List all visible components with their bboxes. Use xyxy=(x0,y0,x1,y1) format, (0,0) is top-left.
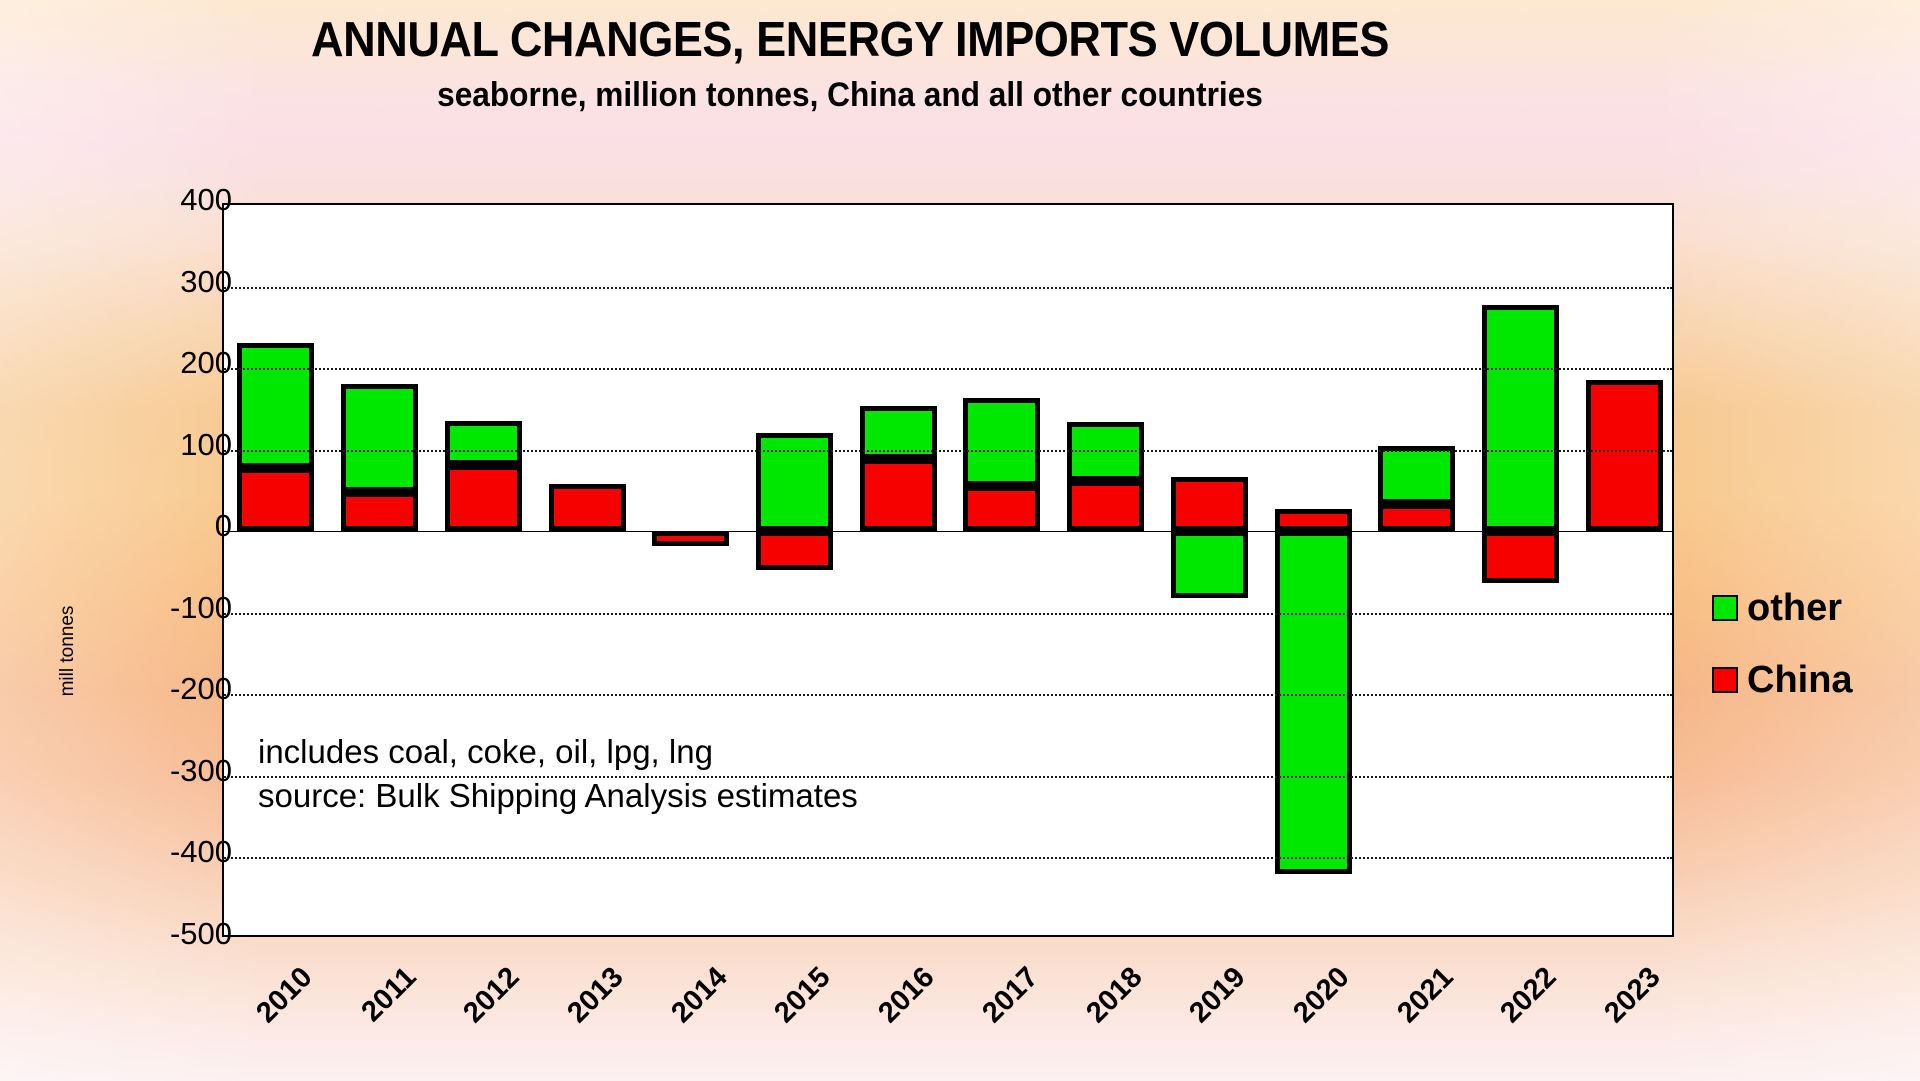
bar-segment-china[interactable] xyxy=(1274,509,1352,532)
x-tick-label: 2013 xyxy=(561,961,630,1030)
plot-area xyxy=(222,203,1674,937)
bar-group[interactable] xyxy=(444,205,522,935)
bar-segment-china[interactable] xyxy=(652,531,730,546)
bar-segment-other[interactable] xyxy=(444,421,522,466)
bar-segment-china[interactable] xyxy=(1378,504,1456,532)
bar-segment-other[interactable] xyxy=(963,398,1041,486)
x-tick-label: 2021 xyxy=(1391,961,1460,1030)
legend-item[interactable]: other xyxy=(1712,572,1853,644)
x-tick-label: 2015 xyxy=(768,961,838,1030)
y-tick-label: -100 xyxy=(169,589,232,625)
y-tick-label: 300 xyxy=(180,263,232,299)
bar-group[interactable] xyxy=(859,205,937,935)
gridline xyxy=(224,612,1672,615)
bar-segment-china[interactable] xyxy=(237,467,315,532)
bar-segment-other[interactable] xyxy=(1274,531,1352,874)
bar-segment-china[interactable] xyxy=(1481,531,1559,584)
bar-segment-other[interactable] xyxy=(1378,445,1456,505)
x-tick-label: 2016 xyxy=(872,961,941,1030)
legend-item-label: China xyxy=(1747,659,1853,701)
bar-segment-china[interactable] xyxy=(341,492,419,532)
annotation-line-1: includes coal, coke, oil, lpg, lng xyxy=(258,733,713,770)
y-axis-title: mill tonnes xyxy=(57,605,78,697)
bar-segment-china[interactable] xyxy=(444,465,522,532)
bar-segment-other[interactable] xyxy=(237,342,315,468)
bar-group[interactable] xyxy=(1481,205,1559,935)
bar-group[interactable] xyxy=(1170,205,1248,935)
legend-square-icon xyxy=(1712,595,1738,621)
y-tick-label: 100 xyxy=(180,426,232,462)
bar-segment-china[interactable] xyxy=(755,531,833,571)
y-tick-label: 400 xyxy=(180,182,232,217)
chart-legend: other China xyxy=(1712,572,1853,716)
bar-segment-other[interactable] xyxy=(341,383,419,493)
bar-group[interactable] xyxy=(341,205,419,935)
gridline xyxy=(224,857,1672,860)
bar-segment-china[interactable] xyxy=(963,485,1041,532)
x-tick-label: 2012 xyxy=(457,961,526,1030)
gridline xyxy=(224,368,1672,371)
bar-segment-other[interactable] xyxy=(1170,531,1248,599)
x-tick-label: 2014 xyxy=(665,961,734,1030)
x-tick-label: 2010 xyxy=(250,961,319,1030)
bar-segment-other[interactable] xyxy=(755,432,833,532)
bar-segment-china[interactable] xyxy=(1170,476,1248,532)
y-tick-label: -400 xyxy=(169,834,232,870)
bar-group[interactable] xyxy=(963,205,1041,935)
chart-subtitle: seaborne, million tonnes, China and all … xyxy=(437,76,1263,114)
bar-group[interactable] xyxy=(652,205,730,935)
x-tick-label: 2019 xyxy=(1183,961,1252,1030)
bar-segment-china[interactable] xyxy=(1067,480,1145,532)
bar-group[interactable] xyxy=(548,205,626,935)
bar-segment-other[interactable] xyxy=(1481,305,1559,532)
x-tick-label: 2022 xyxy=(1494,961,1564,1030)
gridline xyxy=(224,694,1672,697)
bar-group[interactable] xyxy=(1585,205,1663,935)
annotation-line-2: source: Bulk Shipping Analysis estimates xyxy=(258,776,858,814)
y-tick-label: -300 xyxy=(169,752,232,788)
chart-annotation: includes coal, coke, oil, lpg, lng sourc… xyxy=(258,730,858,817)
bar-group[interactable] xyxy=(1378,205,1456,935)
bar-group[interactable] xyxy=(237,205,315,935)
legend-item-label: other xyxy=(1747,587,1842,629)
bar-group[interactable] xyxy=(755,205,833,935)
bar-segment-china[interactable] xyxy=(859,458,937,532)
y-tick-label: -200 xyxy=(169,671,232,707)
gridline xyxy=(224,775,1672,778)
bar-segment-china[interactable] xyxy=(1585,380,1663,532)
x-tick-label: 2017 xyxy=(976,961,1045,1030)
y-tick-label: -500 xyxy=(169,916,232,951)
legend-square-icon xyxy=(1712,667,1738,693)
zero-axis-line xyxy=(224,531,1672,533)
x-tick-label: 2020 xyxy=(1287,961,1356,1030)
x-tick-label: 2011 xyxy=(355,961,423,1029)
y-tick-label: 200 xyxy=(180,345,232,381)
gridline xyxy=(224,449,1672,452)
bar-group[interactable] xyxy=(1274,205,1352,935)
gridline xyxy=(224,286,1672,289)
bar-group[interactable] xyxy=(1067,205,1145,935)
x-tick-label: 2018 xyxy=(1079,961,1149,1030)
bar-segment-china[interactable] xyxy=(548,483,626,532)
y-tick-label: 0 xyxy=(214,508,232,544)
x-tick-label: 2023 xyxy=(1598,961,1667,1030)
legend-item[interactable]: China xyxy=(1712,644,1853,716)
chart-title: ANNUAL CHANGES, ENERGY IMPORTS VOLUMES xyxy=(311,13,1389,67)
